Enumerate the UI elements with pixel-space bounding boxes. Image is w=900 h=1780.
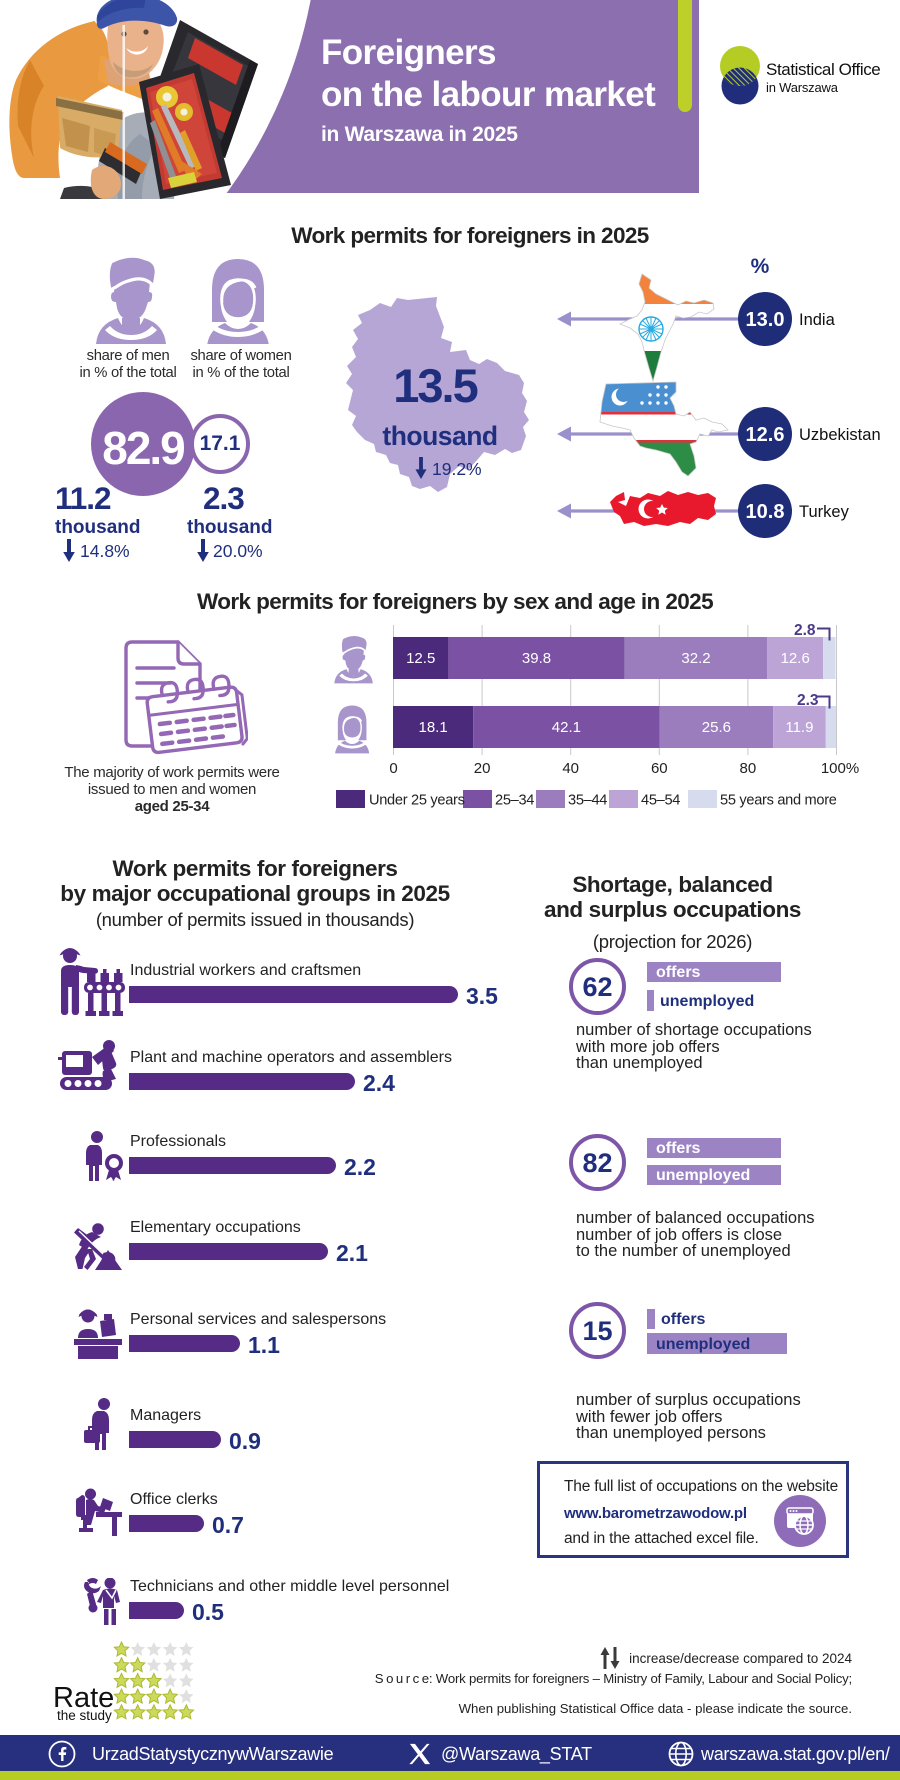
svg-text:12.6: 12.6 — [781, 650, 810, 667]
svg-text:Under 25 years: Under 25 years — [369, 793, 465, 809]
svg-text:12.6: 12.6 — [746, 424, 785, 446]
svg-text:10.8: 10.8 — [746, 501, 785, 523]
svg-text:20: 20 — [474, 760, 491, 777]
svg-text:2.8: 2.8 — [794, 622, 816, 639]
svg-text:42.1: 42.1 — [552, 719, 581, 736]
svg-text:12.5: 12.5 — [406, 650, 435, 667]
svg-text:40: 40 — [562, 760, 579, 777]
svg-text:13.0: 13.0 — [746, 309, 785, 331]
svg-text:18.1: 18.1 — [418, 719, 447, 736]
svg-text:60: 60 — [651, 760, 668, 777]
svg-text:32.2: 32.2 — [681, 650, 710, 667]
svg-text:25.6: 25.6 — [702, 719, 731, 736]
svg-text:11.9: 11.9 — [785, 719, 813, 736]
svg-text:2.3: 2.3 — [797, 692, 819, 709]
svg-text:India: India — [799, 311, 836, 329]
svg-text:39.8: 39.8 — [522, 650, 551, 667]
svg-text:Uzbekistan: Uzbekistan — [799, 426, 881, 444]
svg-text:55 years and more: 55 years and more — [720, 793, 837, 809]
svg-text:Statistical Office: Statistical Office — [766, 60, 880, 79]
svg-text:0: 0 — [389, 760, 397, 777]
svg-text:25–34: 25–34 — [495, 793, 534, 809]
svg-text:45–54: 45–54 — [641, 793, 680, 809]
svg-text:80: 80 — [740, 760, 757, 777]
svg-text:in Warszawa: in Warszawa — [766, 80, 839, 95]
svg-text:35–44: 35–44 — [568, 793, 607, 809]
svg-text:Turkey: Turkey — [799, 503, 850, 521]
svg-text:100%: 100% — [821, 760, 859, 777]
